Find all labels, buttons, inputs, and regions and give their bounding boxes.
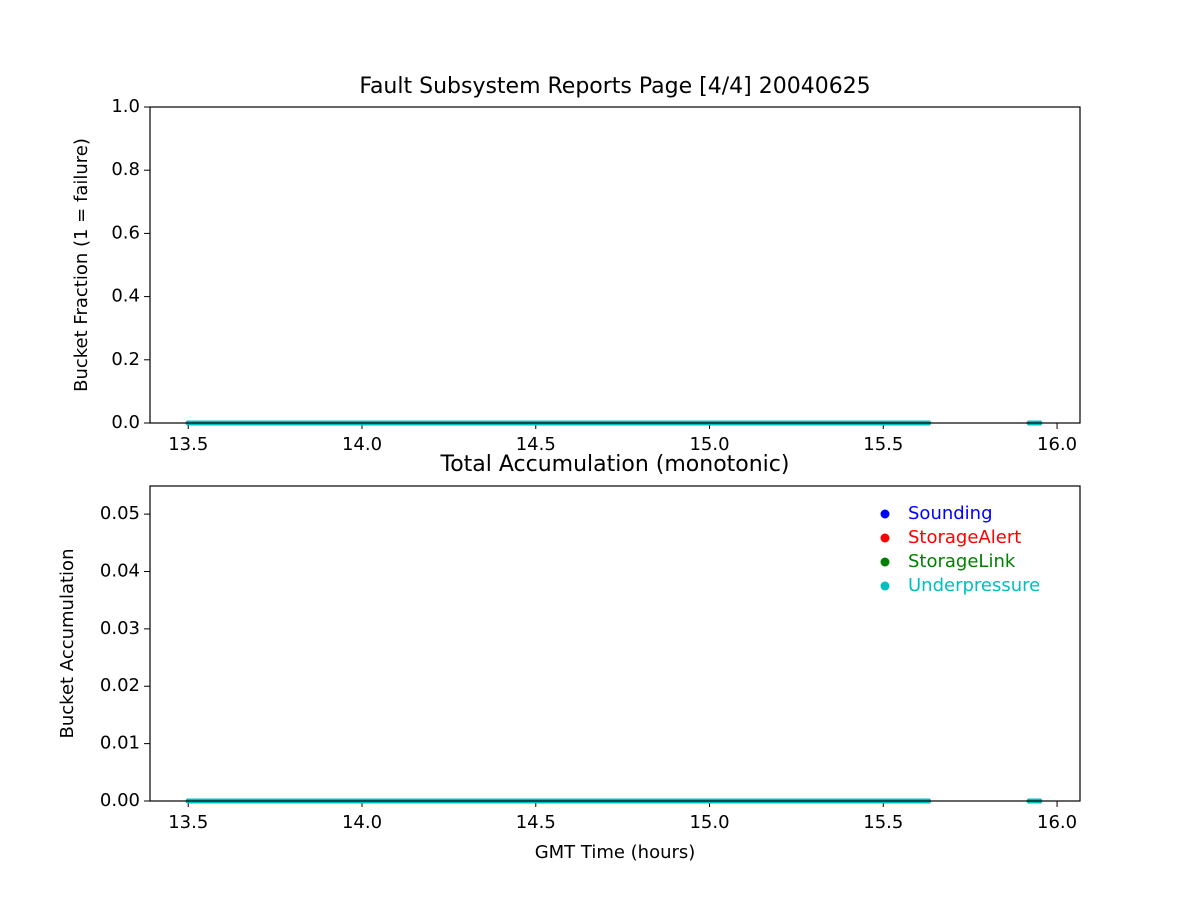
y-tick-label: 0.03: [100, 618, 140, 639]
y-tick-label: 0.02: [100, 675, 140, 696]
y-tick-label: 0.8: [111, 159, 140, 180]
x-tick-label: 15.5: [863, 812, 903, 833]
y-tick-label: 0.4: [111, 286, 140, 307]
y-tick-label: 0.01: [100, 733, 140, 754]
x-tick-label: 14.5: [516, 434, 556, 455]
chart-title: Total Accumulation (monotonic): [440, 452, 790, 477]
x-tick-label: 14.0: [342, 434, 382, 455]
x-tick-label: 14.5: [516, 812, 556, 833]
legend-marker: [880, 557, 890, 567]
x-tick-label: 15.0: [689, 812, 729, 833]
chart-title: Fault Subsystem Reports Page [4/4] 20040…: [359, 74, 870, 99]
plot-frame: [149, 485, 1081, 802]
y-axis-label: Bucket Accumulation: [57, 549, 78, 739]
legend-label: Underpressure: [908, 575, 1040, 596]
legend-marker: [880, 581, 890, 591]
y-tick-label: 0.0: [111, 412, 140, 433]
y-tick-label: 0.6: [111, 222, 140, 243]
x-tick-label: 13.5: [168, 434, 208, 455]
legend-label: StorageLink: [908, 551, 1016, 572]
y-tick-label: 0.2: [111, 349, 140, 370]
x-tick-label: 16.0: [1037, 812, 1077, 833]
x-tick-label: 14.0: [342, 812, 382, 833]
y-tick-label: 0.00: [100, 790, 140, 811]
x-axis-label: GMT Time (hours): [535, 842, 696, 863]
y-tick-label: 1.0: [111, 96, 140, 117]
x-tick-label: 15.0: [689, 434, 729, 455]
legend-marker: [880, 509, 890, 519]
legend-label: StorageAlert: [908, 527, 1021, 548]
y-tick-label: 0.04: [100, 560, 140, 581]
legend-label: Sounding: [908, 503, 993, 524]
x-tick-label: 13.5: [168, 812, 208, 833]
y-tick-label: 0.05: [100, 503, 140, 524]
x-tick-label: 15.5: [863, 434, 903, 455]
plot-frame: [149, 106, 1081, 424]
legend-marker: [880, 533, 890, 543]
y-axis-label: Bucket Fraction (1 = failure): [71, 138, 92, 392]
x-tick-label: 16.0: [1037, 434, 1077, 455]
